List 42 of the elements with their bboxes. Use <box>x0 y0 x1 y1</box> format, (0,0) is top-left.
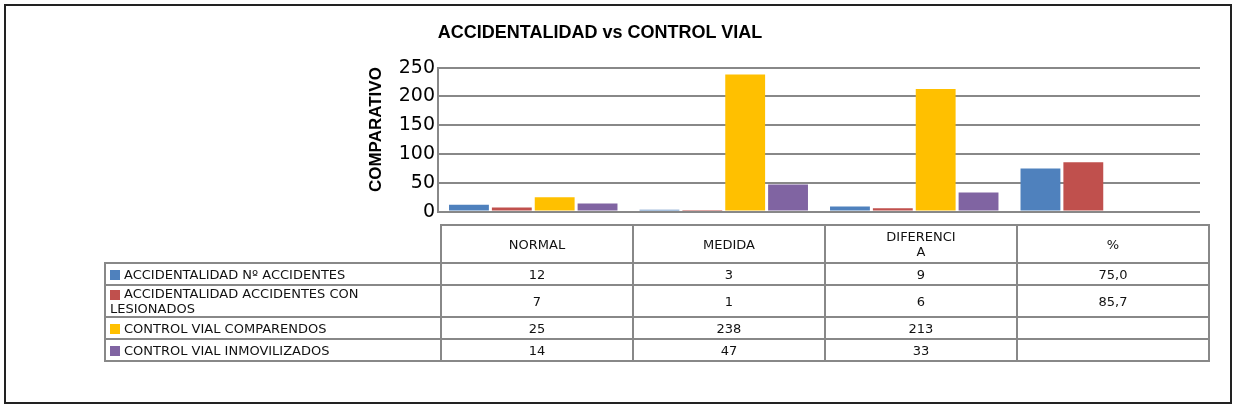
bar <box>872 208 913 211</box>
bar <box>725 74 766 211</box>
bar <box>1063 162 1104 211</box>
chart-title: ACCIDENTALIDAD vs CONTROL VIAL <box>437 21 763 42</box>
bar <box>534 197 575 211</box>
y-tick-label: 0 <box>422 198 435 221</box>
data-label: 6 <box>825 285 1017 317</box>
bar <box>577 203 618 211</box>
data-label: 9 <box>825 263 1017 285</box>
data-label: 47 <box>633 339 825 361</box>
bar <box>491 207 532 211</box>
data-label: 33 <box>825 339 1017 361</box>
y-tick-label: 200 <box>398 83 435 106</box>
legend-label: ACCIDENTALIDAD Nº ACCIDENTES <box>124 266 346 282</box>
data-label: 12 <box>441 263 633 285</box>
data-label: 25 <box>441 317 633 339</box>
legend-label: ACCIDENTALIDAD ACCIDENTES CON LESIONADOS <box>110 286 359 316</box>
y-tick-label: 150 <box>398 112 435 135</box>
bar <box>830 206 870 211</box>
y-axis-title: COMPARATIVO <box>365 67 385 193</box>
data-label: 238 <box>633 317 825 339</box>
data-label: 14 <box>441 339 633 361</box>
legend-label: CONTROL VIAL INMOVILIZADOS <box>124 342 330 358</box>
data-label: 7 <box>441 285 633 317</box>
legend-label: CONTROL VIAL COMPARENDOS <box>124 320 327 336</box>
bar <box>1020 168 1061 211</box>
data-label: 1 <box>633 285 825 317</box>
y-tick-label: 250 <box>398 54 435 77</box>
y-tick-label: 100 <box>398 140 435 163</box>
bar <box>915 88 956 211</box>
x-tick-label: % <box>1106 236 1120 252</box>
bar <box>958 192 999 211</box>
y-tick-label: 50 <box>410 169 435 192</box>
x-tick-label: NORMAL <box>508 236 566 252</box>
data-label: 85,7 <box>1017 285 1209 317</box>
x-tick-label: MEDIDA <box>703 236 755 252</box>
data-label: 213 <box>825 317 1017 339</box>
data-label: 3 <box>633 263 825 285</box>
data-label: 75,0 <box>1017 263 1209 285</box>
bar <box>449 204 489 211</box>
bar <box>768 184 808 211</box>
x-tick-label: DIFERENCIA <box>885 229 957 259</box>
